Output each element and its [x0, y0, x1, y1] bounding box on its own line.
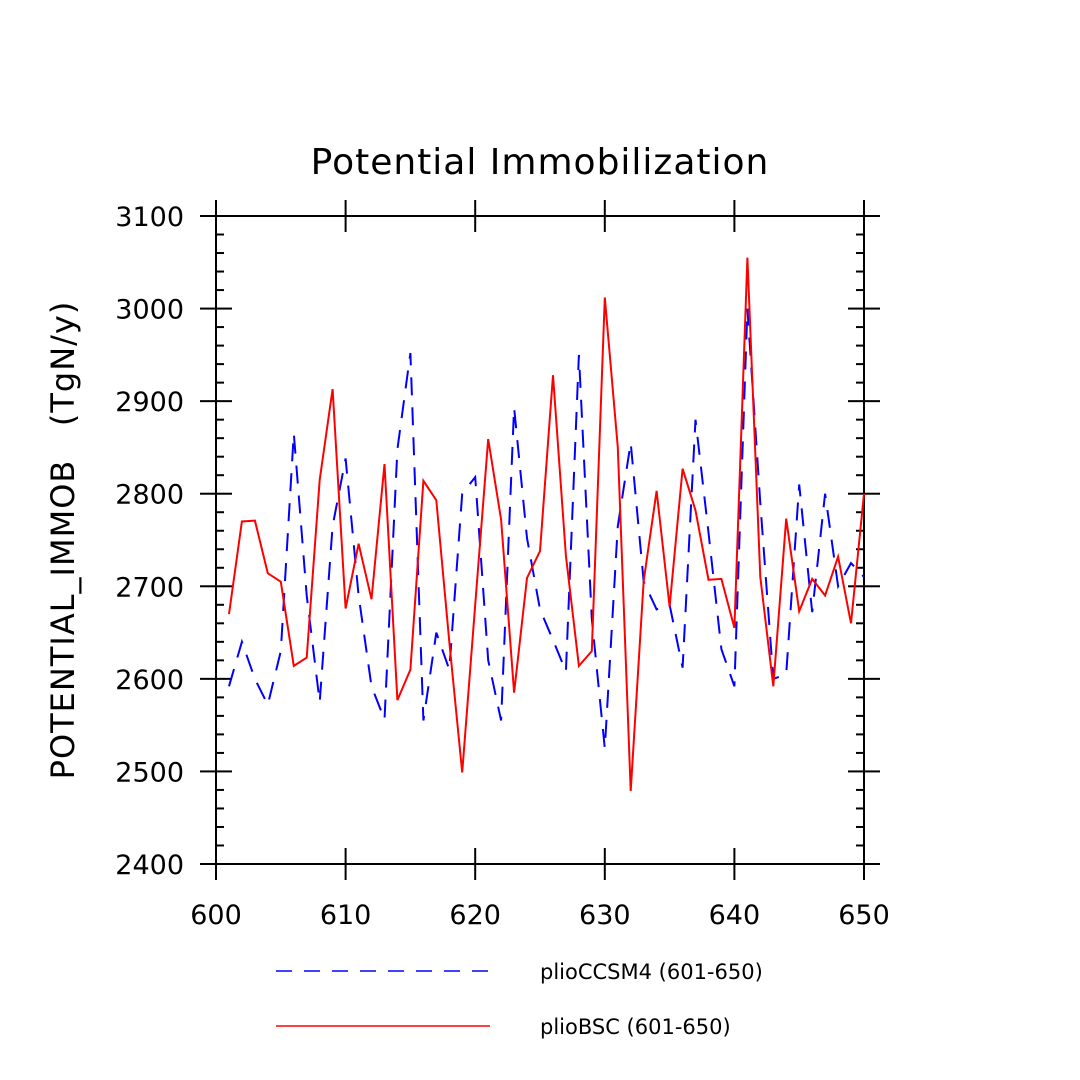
axis-tick-labels: 600 610 620 630 640 650 2400 2500 2600 2700 2800 29…	[115, 202, 889, 931]
y-tick-label: 2900	[115, 387, 184, 418]
x-tick-label: 620	[449, 900, 501, 931]
y-tick-label: 3000	[115, 295, 184, 326]
plot-frame	[215, 215, 865, 865]
chart-title: Potential Immobilization	[311, 142, 770, 183]
y-tick-label: 2700	[115, 572, 184, 603]
y-tick-label: 2600	[115, 665, 184, 696]
x-tick-label: 600	[190, 900, 242, 931]
legend: plioCCSM4 (601-650) plioBSC (601-650)	[276, 960, 763, 1039]
series-layer	[228, 257, 865, 791]
series-line-pliocssm4	[228, 308, 865, 749]
y-tick-label: 3100	[115, 202, 184, 233]
x-tick-label: 630	[579, 900, 631, 931]
y-tick-label: 2800	[115, 480, 184, 511]
y-axis-label: POTENTIAL_IMMOB (TgN/y)	[44, 301, 82, 780]
x-tick-label: 610	[320, 900, 372, 931]
y-tick-label: 2400	[115, 850, 184, 881]
axis-ticks	[200, 200, 880, 880]
y-tick-label: 2500	[115, 757, 184, 788]
legend-label-pliocssm4: plioCCSM4 (601-650)	[540, 960, 763, 984]
x-tick-label: 640	[709, 900, 761, 931]
x-tick-label: 650	[838, 900, 890, 931]
series-line-pliobsc	[228, 257, 865, 791]
legend-label-pliobsc: plioBSC (601-650)	[540, 1015, 731, 1039]
